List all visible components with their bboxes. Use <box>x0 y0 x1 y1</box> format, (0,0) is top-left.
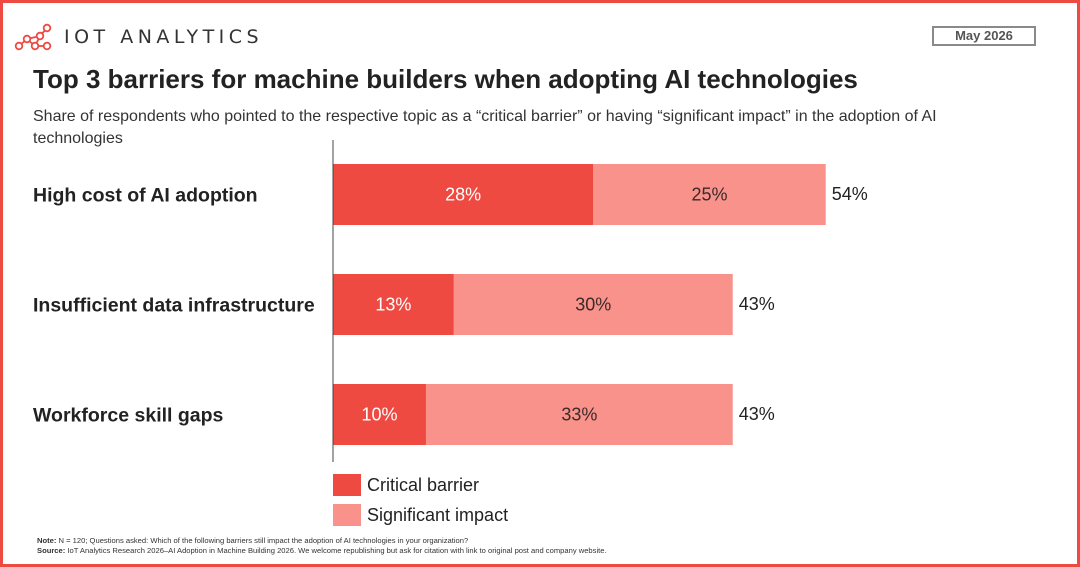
bar-significant-impact-1 <box>453 274 733 335</box>
total-label-1: 43% <box>739 294 775 314</box>
bar-critical-barrier-2 <box>333 384 426 445</box>
legend-item-significant-impact: Significant impact <box>333 500 508 530</box>
footnote-note: Note: N = 120; Questions asked: Which of… <box>37 536 607 546</box>
chart-title: Top 3 barriers for machine builders when… <box>33 64 858 94</box>
category-label-high-cost-of-ai-adoption: High cost of AI adoption <box>33 185 258 207</box>
date-badge: May 2026 <box>932 26 1036 46</box>
source-label: Source: <box>37 546 66 555</box>
bar-critical-barrier-0 <box>333 164 594 225</box>
data-label-critical-barrier-2: 10% <box>361 405 397 425</box>
data-label-significant-impact-1: 30% <box>575 295 611 315</box>
category-label-workforce-skill-gaps: Workforce skill gaps <box>33 405 224 427</box>
total-label-2: 43% <box>739 404 775 424</box>
legend-label-significant-impact: Significant impact <box>367 504 509 525</box>
note-text: N = 120; Questions asked: Which of the f… <box>58 536 469 545</box>
footnote-source: Source: IoT Analytics Research 2026–AI A… <box>37 546 607 556</box>
legend-item-critical-barrier: Critical barrier <box>333 470 508 500</box>
legend-label-critical-barrier: Critical barrier <box>367 474 480 495</box>
bar-significant-impact-2 <box>425 384 733 445</box>
legend-swatch-critical-barrier <box>333 474 361 496</box>
data-label-significant-impact-0: 25% <box>691 185 727 205</box>
brand-logo: IOT ANALYTICS <box>14 22 263 52</box>
data-label-significant-impact-2: 33% <box>561 405 597 425</box>
bar-significant-impact-0 <box>593 164 826 225</box>
category-label-insufficient-data-infrastructure: Insufficient data infrastructure <box>33 295 315 317</box>
legend-swatch-significant-impact <box>333 504 361 526</box>
chart-subtitle: Share of respondents who pointed to the … <box>33 108 937 147</box>
network-nodes-icon <box>14 23 52 51</box>
chart-legend: Critical barrier Significant impact <box>333 470 508 530</box>
brand-name: IOT ANALYTICS <box>64 26 264 48</box>
source-text: IoT Analytics Research 2026–AI Adoption … <box>67 546 607 555</box>
note-label: Note: <box>37 536 57 545</box>
data-label-critical-barrier-1: 13% <box>375 295 411 315</box>
footnote: Note: N = 120; Questions asked: Which of… <box>37 536 607 556</box>
bar-critical-barrier-1 <box>333 274 454 335</box>
total-label-0: 54% <box>832 184 868 204</box>
data-label-critical-barrier-0: 28% <box>445 185 481 205</box>
